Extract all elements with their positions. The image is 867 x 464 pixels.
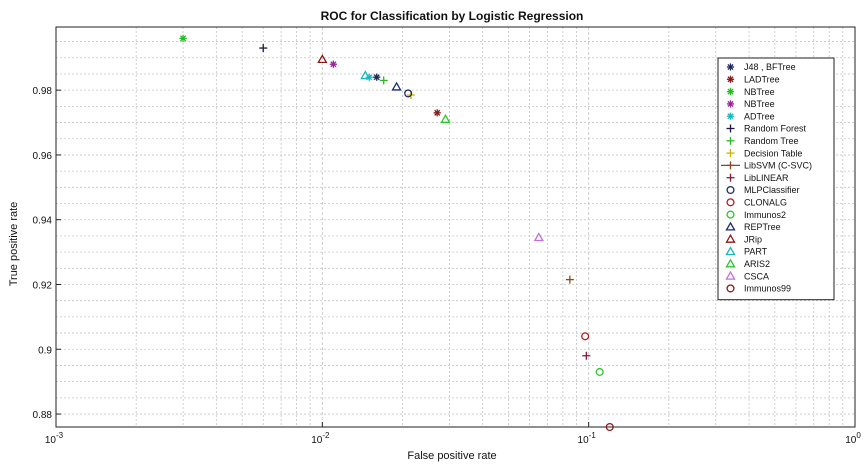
legend: J48 , BFTree LADTree NBTree NBTree ADTree Ran… (717, 57, 835, 301)
legend-label: REPTree (744, 222, 781, 232)
legend-label: CSCA (744, 271, 769, 281)
x-axis-label: False positive rate (407, 450, 496, 462)
legend-marker (726, 173, 735, 182)
legend-marker (726, 198, 735, 207)
legend-marker (726, 161, 735, 170)
data-point (582, 351, 591, 360)
legend-label: LADTree (744, 75, 780, 85)
data-point (329, 60, 337, 68)
data-point (404, 89, 413, 98)
y-tick-label: 0.94 (33, 216, 53, 227)
y-tick-label: 0.98 (33, 86, 53, 97)
chart-title: ROC for Classification by Logistic Regre… (321, 9, 584, 23)
y-axis-label: True positive rate (8, 202, 20, 287)
y-tick-label: 0.92 (33, 280, 53, 291)
legend-label: Decision Table (744, 148, 802, 158)
data-point (373, 73, 381, 81)
legend-marker (726, 124, 735, 133)
legend-label: Immunos2 (744, 210, 786, 220)
legend-marker (726, 75, 735, 83)
legend-marker (725, 233, 736, 243)
legend-box (717, 57, 835, 301)
legend-label: Random Tree (744, 136, 799, 146)
legend-marker (726, 88, 735, 96)
legend-marker (726, 63, 735, 71)
plot-frame (55, 26, 856, 428)
legend-label: NBTree (744, 99, 775, 109)
legend-marker (725, 246, 736, 256)
x-tick-label: 10-1 (578, 431, 597, 446)
data-point (533, 232, 544, 242)
legend-label: ADTree (744, 111, 775, 121)
legend-marker (725, 221, 736, 231)
data-point (440, 113, 451, 123)
legend-marker (725, 270, 736, 280)
x-tick-label: 10-2 (311, 431, 330, 446)
data-point (433, 109, 441, 117)
legend-marker (726, 185, 735, 195)
legend-label: CLONALG (744, 198, 787, 208)
y-tick-label: 0.96 (33, 151, 53, 162)
data-point (259, 44, 268, 53)
legend-marker (725, 258, 736, 268)
legend-marker (726, 210, 735, 219)
legend-label: LibSVM (C-SVC) (744, 161, 812, 171)
points-layer (179, 34, 614, 432)
legend-label: NBTree (744, 87, 775, 97)
legend-label: MLPClassifier (744, 185, 800, 195)
legend-label: J48 , BFTree (744, 62, 796, 72)
data-point (565, 275, 574, 284)
legend-label: JRip (744, 234, 762, 244)
axes-layer: 10-3 10-2 10-1 100 0.88 0.9 0.92 0.94 0.96 0.98 (33, 26, 861, 446)
y-tick-label: 0.9 (38, 345, 52, 356)
data-point (391, 81, 402, 91)
x-tick-label: 10-3 (45, 431, 64, 446)
y-tick-label: 0.88 (33, 410, 53, 421)
data-point (581, 332, 590, 341)
data-point (605, 422, 614, 432)
legend-marker (726, 100, 735, 108)
data-point (379, 76, 388, 85)
legend-marker (726, 284, 735, 293)
legend-label: PART (744, 247, 768, 257)
data-point (317, 54, 328, 64)
legend-label: Random Forest (744, 124, 807, 134)
legend-label: ARIS2 (744, 259, 770, 269)
legend-marker (726, 149, 735, 158)
data-point (360, 70, 371, 80)
data-point (595, 367, 604, 376)
legend-label: LibLINEAR (744, 173, 789, 183)
legend-marker (726, 112, 735, 120)
data-point (179, 34, 187, 42)
legend-marker (726, 136, 735, 145)
x-tick-label: 100 (845, 431, 861, 446)
legend-label: Immunos99 (744, 284, 791, 294)
